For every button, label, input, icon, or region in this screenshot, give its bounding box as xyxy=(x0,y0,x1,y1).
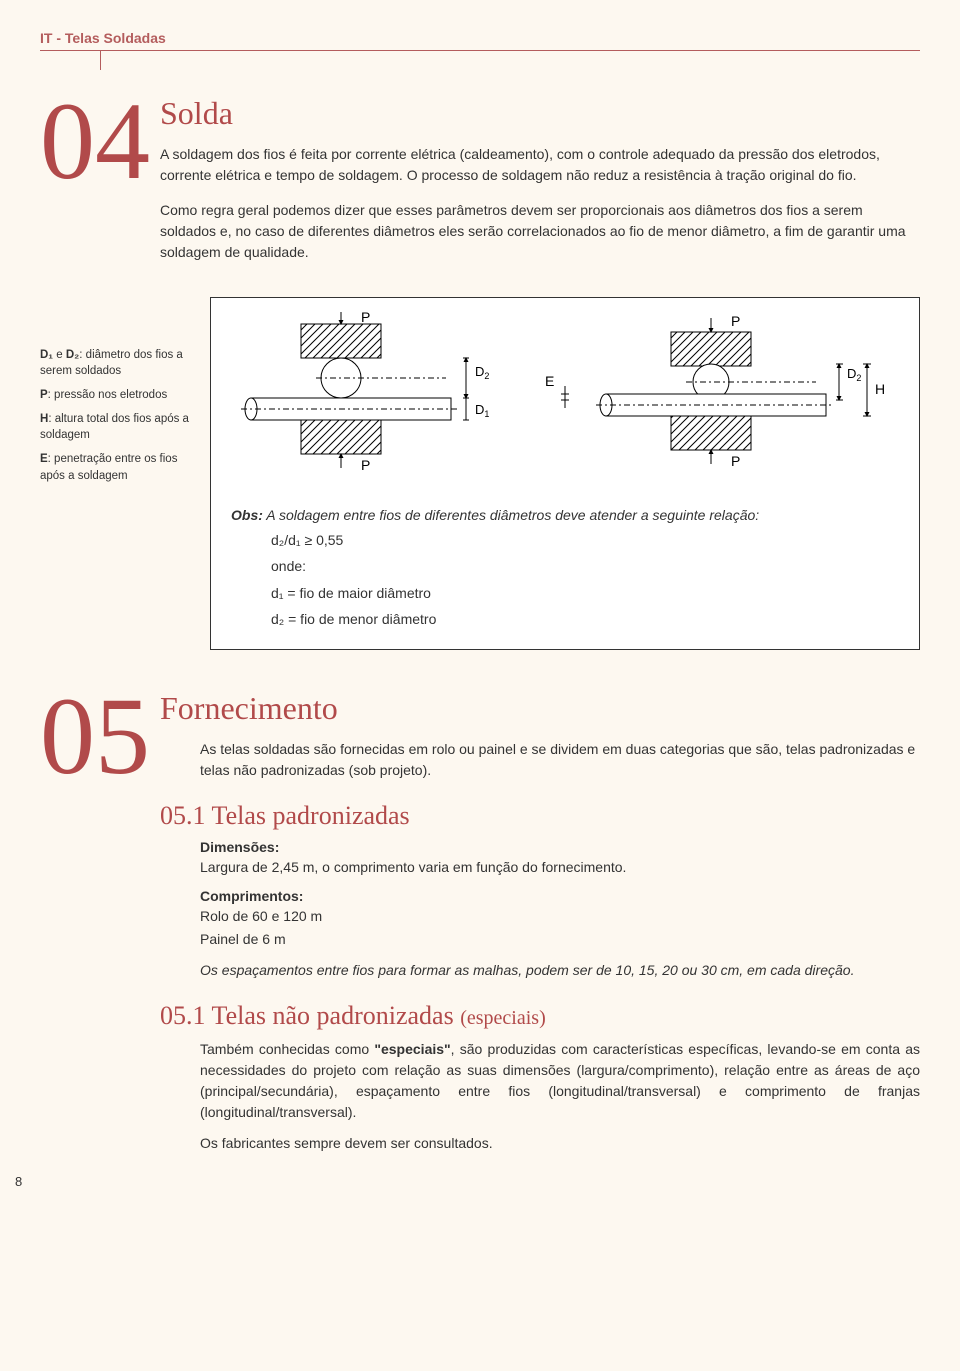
diagram-legend: D₁ e D₂: diâmetro dos fios a serem solda… xyxy=(40,297,200,492)
obs-onde: onde: xyxy=(271,555,899,577)
solda-p2: Como regra geral podemos dizer que esses… xyxy=(160,200,920,263)
weld-diagram: P P D2 xyxy=(231,312,891,492)
header-rule xyxy=(40,50,920,51)
sub1-title: 05.1 Telas padronizadas xyxy=(160,801,920,831)
label-p-bot-left: P xyxy=(361,457,370,473)
svg-text:D1: D1 xyxy=(475,402,489,419)
legend-d1: D₁ xyxy=(40,349,53,361)
obs-d1: d₁ = fio de maior diâmetro xyxy=(271,582,899,604)
label-p-top-right: P xyxy=(731,313,740,329)
sub2-title-paren: (especiais) xyxy=(460,1007,546,1029)
sub1-body: Dimensões: Largura de 2,45 m, o comprime… xyxy=(200,839,920,981)
label-p-top-left: P xyxy=(361,312,370,325)
obs-text: A soldagem entre fios de diferentes diâm… xyxy=(263,507,759,523)
obs-line: Obs: A soldagem entre fios de diferentes… xyxy=(231,507,899,523)
diagram-row: D₁ e D₂: diâmetro dos fios a serem solda… xyxy=(40,297,920,650)
sub2-body: Também conhecidas como "especiais", são … xyxy=(200,1039,920,1154)
section-title-solda: Solda xyxy=(160,95,920,132)
sub1-dim-text: Largura de 2,45 m, o comprimento varia e… xyxy=(200,857,920,878)
legend-d-text: : diâmetro dos fios a serem soldados xyxy=(40,349,183,377)
svg-text:D2: D2 xyxy=(847,366,861,383)
sub2-p1b: "especiais" xyxy=(374,1041,450,1057)
sub2-title: 05.1 Telas não padronizadas (especiais) xyxy=(160,1001,920,1031)
fornecimento-intro: As telas soldadas são fornecidas em rolo… xyxy=(200,739,920,781)
page-number: 8 xyxy=(15,1174,22,1189)
sub2-p1: Também conhecidas como "especiais", são … xyxy=(200,1039,920,1123)
legend-e: E xyxy=(40,453,48,465)
label-e: E xyxy=(545,373,554,389)
legend-p: P xyxy=(40,389,48,401)
sub1-comp-l1: Rolo de 60 e 120 m xyxy=(200,906,920,927)
section-title-fornecimento: Fornecimento xyxy=(160,690,920,727)
label-p-bot-right: P xyxy=(731,453,740,469)
header-tick xyxy=(100,50,101,70)
obs-formula: d₂/d₁ ≥ 0,55 xyxy=(271,529,899,551)
sub2-p1a: Também conhecidas como xyxy=(200,1041,374,1057)
sub1-esp: Os espaçamentos entre fios para formar a… xyxy=(200,960,920,981)
sub1-comp-label: Comprimentos: xyxy=(200,888,920,904)
legend-e-text: : penetração entre os fios após a soldag… xyxy=(40,453,177,481)
obs-prefix: Obs: xyxy=(231,507,263,523)
label-h: H xyxy=(875,381,885,397)
legend-h-text: : altura total dos fios após a soldagem xyxy=(40,413,189,441)
section-05: 05 Fornecimento As telas soldadas são fo… xyxy=(40,690,920,1164)
section-number-05: 05 xyxy=(40,690,160,784)
solda-p1: A soldagem dos fios é feita por corrente… xyxy=(160,144,920,186)
header-label: IT - Telas Soldadas xyxy=(40,30,920,46)
legend-p-text: : pressão nos eletrodos xyxy=(48,389,168,401)
sub1-dim-label: Dimensões: xyxy=(200,839,920,855)
sub2-p2: Os fabricantes sempre devem ser consulta… xyxy=(200,1133,920,1154)
section-number-04: 04 xyxy=(40,95,160,189)
diagram-box: P P D2 xyxy=(210,297,920,650)
sub2-title-main: 05.1 Telas não padronizadas xyxy=(160,1001,460,1030)
section-04: 04 Solda A soldagem dos fios é feita por… xyxy=(40,95,920,277)
svg-text:D2: D2 xyxy=(475,364,489,381)
sub1-comp-l2: Painel de 6 m xyxy=(200,929,920,950)
legend-d2: D₂ xyxy=(66,349,79,361)
obs-d2: d₂ = fio de menor diâmetro xyxy=(271,608,899,630)
